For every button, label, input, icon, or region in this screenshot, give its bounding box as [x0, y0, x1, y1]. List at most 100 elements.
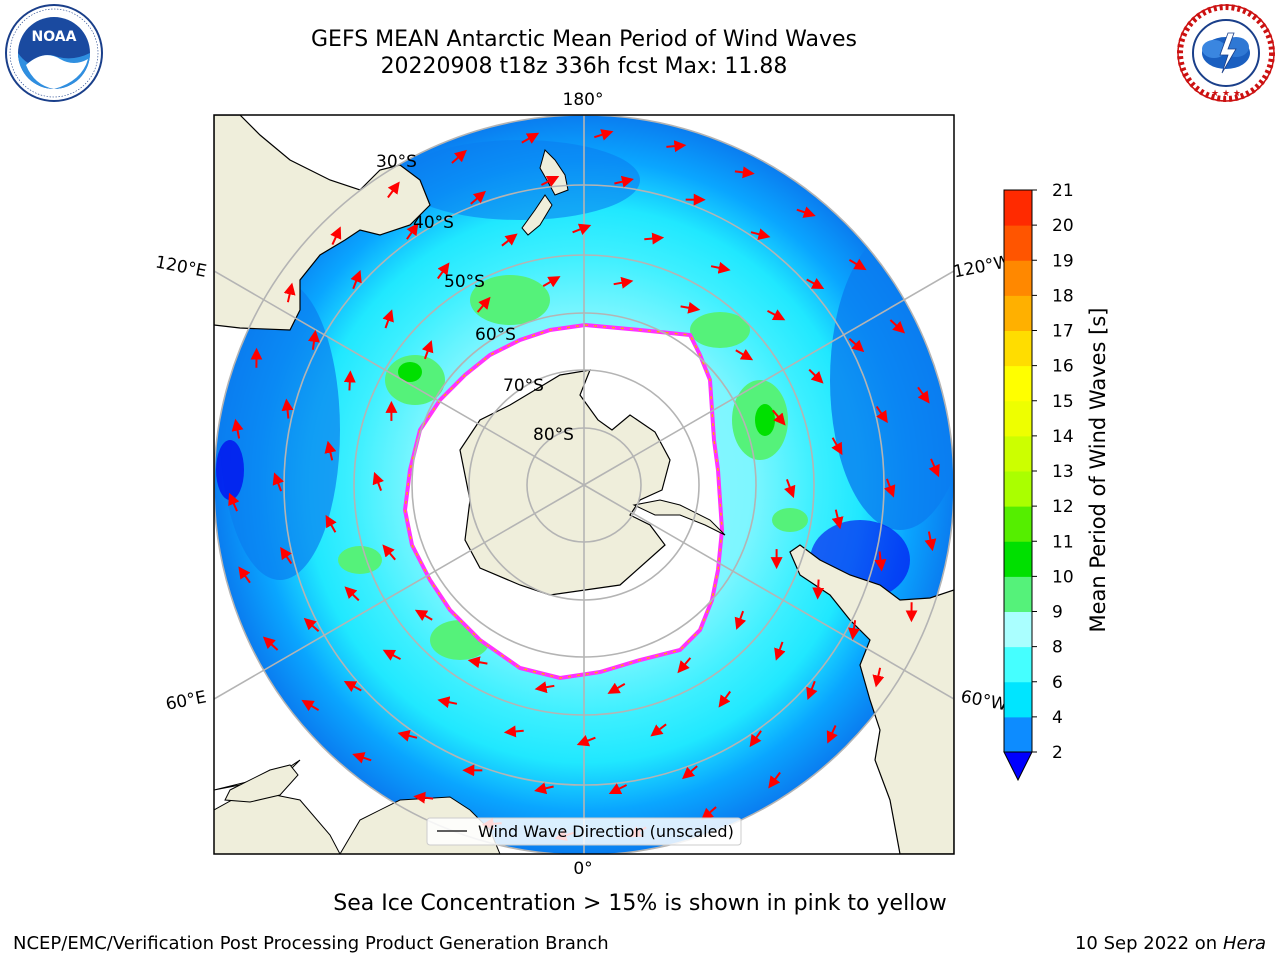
wave-direction-arrow: [710, 261, 731, 274]
colorbar-segment: [1004, 435, 1032, 472]
wave-direction-arrow: [680, 301, 701, 314]
wave-direction-arrow: [324, 440, 337, 461]
lat-label-60s: 60°S: [475, 325, 516, 345]
wave-direction-arrow: [344, 586, 360, 602]
wave-direction-arrow: [784, 479, 796, 499]
wave-direction-arrow: [749, 730, 762, 748]
map-area: 30°S 40°S 50°S 60°S 70°S 80°S Wind Wave …: [214, 115, 954, 854]
wave-direction-arrow: [382, 309, 394, 329]
lat-label-30s: 30°S: [376, 152, 417, 172]
wave-direction-arrow: [917, 386, 930, 404]
lat-label-80s: 80°S: [533, 425, 574, 445]
colorbar-tick-label: 20: [1052, 216, 1074, 236]
wave-direction-arrow: [734, 166, 755, 179]
longitude-gridlines: [214, 115, 954, 854]
wave-direction-arrow: [534, 782, 554, 795]
colorbar-tick-label: 2: [1052, 743, 1063, 763]
antarctica-land: [459, 369, 671, 596]
wave-direction-arrow: [666, 140, 687, 153]
wave-direction-arrow: [774, 641, 786, 661]
wave-direction-arrow: [874, 551, 887, 572]
wave-direction-arrow: [272, 472, 284, 492]
lon-label-120w: 120°W: [952, 252, 1013, 283]
colorbar-segment: [1004, 225, 1032, 261]
sea-ice-note: Sea Ice Concentration > 15% is shown in …: [333, 891, 947, 916]
wave-direction-arrow: [352, 752, 372, 764]
wind-wave-direction-arrows: [228, 129, 940, 841]
wave-direction-arrow: [701, 806, 717, 821]
colorbar-tick-label: 9: [1052, 603, 1063, 623]
colorbar-tick-label: 13: [1052, 462, 1074, 482]
wave-direction-arrow: [382, 649, 401, 661]
wave-direction-arrow: [576, 735, 596, 747]
chart-subtitle: 20220908 t18z 336h fcst Max: 11.88: [380, 54, 788, 79]
wave-direction-arrow: [884, 478, 896, 498]
wave-direction-arrow: [924, 531, 937, 552]
antarctic-peninsula: [632, 499, 726, 536]
wave-direction-arrow: [476, 296, 491, 313]
wave-direction-arrow: [848, 620, 860, 641]
wave-period-patches: [216, 140, 954, 660]
new-zealand-north-island: [539, 149, 569, 196]
wave-direction-arrow: [889, 319, 906, 334]
wave-direction-arrow: [262, 636, 279, 651]
map-frame: [213, 114, 955, 855]
lon-label-60w: 60°W: [959, 687, 1009, 716]
wave-direction-arrow: [437, 696, 458, 709]
wave-direction-arrow: [470, 190, 486, 205]
svg-text:★ ★ ★: ★ ★ ★: [1211, 89, 1241, 99]
wave-direction-arrow: [735, 349, 754, 361]
new-zealand-south-island: [521, 194, 553, 236]
lon-label-0: 0°: [573, 859, 592, 879]
wave-direction-arrow: [280, 546, 293, 565]
wave-direction-arrow: [806, 680, 818, 700]
wave-direction-arrow: [413, 791, 434, 804]
legend-label: Wind Wave Direction (unscaled): [478, 822, 734, 841]
colorbar-tick-label: 17: [1052, 322, 1074, 342]
footer-branch: NCEP/EMC/Verification Post Processing Pr…: [13, 933, 609, 954]
wave-direction-arrow: [303, 617, 320, 632]
colorbar-tick-label: 10: [1052, 567, 1074, 587]
wave-direction-arrow: [281, 398, 294, 419]
kerguelen-land: [224, 764, 299, 803]
wave-direction-arrow: [231, 418, 244, 439]
noaa-logo-text: NOAA: [32, 29, 77, 45]
wave-direction-arrow: [542, 276, 561, 288]
wave-direction-arrow: [872, 667, 885, 688]
colorbar-segment: [1004, 716, 1032, 753]
wave-direction-arrow: [608, 783, 628, 795]
wave-direction-arrow: [772, 409, 786, 426]
lon-label-120e: 120°E: [154, 252, 209, 281]
wave-direction-arrow: [614, 175, 634, 188]
footer-machine: Hera: [1222, 933, 1266, 954]
wave-direction-arrow: [750, 228, 771, 241]
wave-direction-arrow: [812, 579, 825, 600]
wave-direction-arrow: [734, 610, 747, 630]
wave-direction-arrow: [650, 723, 667, 737]
colorbar-tick-label: 14: [1052, 427, 1074, 447]
wave-direction-arrow: [831, 509, 844, 530]
colorbar-segment: [1004, 506, 1032, 542]
wave-direction-arrow: [372, 471, 384, 491]
colorbar-tick-label: 12: [1052, 497, 1074, 517]
colorbar-segment: [1004, 611, 1032, 648]
wave-direction-arrow: [613, 276, 634, 289]
colorbar-segment: [1004, 576, 1032, 612]
wave-direction-arrow: [343, 680, 362, 692]
colorbar-tick-label: 6: [1052, 673, 1063, 693]
colorbar-segment: [1004, 646, 1032, 683]
wave-direction-arrow: [534, 681, 555, 694]
wave-direction-arrow: [350, 270, 362, 290]
colorbar-tick-label: 16: [1052, 357, 1074, 377]
wave-direction-arrow: [301, 699, 320, 712]
lon-label-60e: 60°E: [164, 687, 208, 714]
wave-direction-arrow: [607, 682, 626, 694]
colorbar-segment: [1004, 471, 1032, 507]
wave-direction-arrow: [594, 129, 614, 141]
wave-direction-arrow: [414, 609, 433, 621]
wave-direction-arrow: [521, 132, 540, 144]
wave-direction-arrow: [330, 226, 342, 246]
wave-direction-arrow: [848, 258, 867, 271]
wave-direction-arrow: [451, 149, 467, 164]
wave-direction-arrow: [343, 370, 356, 391]
